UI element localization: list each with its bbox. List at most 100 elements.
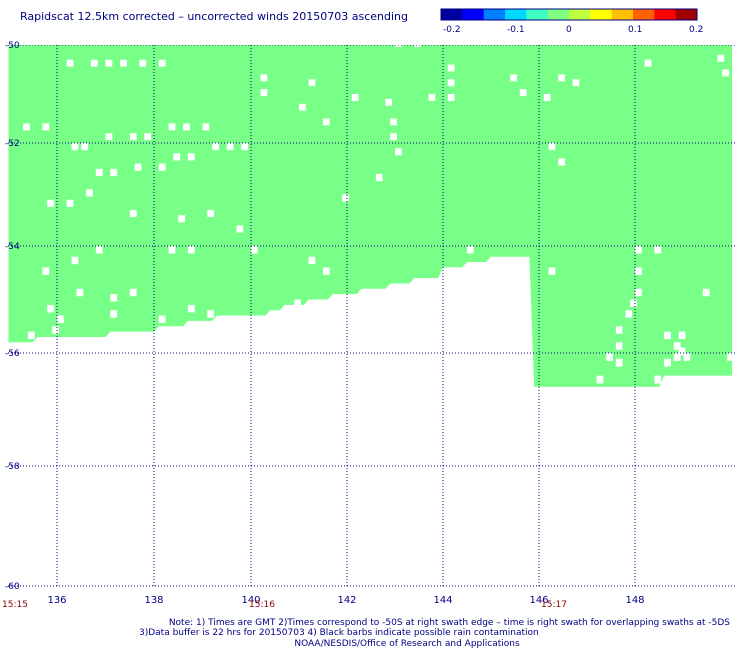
missing-cell	[47, 199, 55, 207]
colorbar-tick-label: -0.2	[443, 25, 461, 35]
missing-cell	[47, 304, 55, 313]
missing-cell	[630, 299, 637, 307]
missing-cell	[558, 74, 565, 82]
wind-difference-swath	[8, 45, 732, 387]
missing-cell	[702, 288, 710, 297]
missing-cell	[129, 133, 137, 141]
missing-cell	[395, 148, 402, 156]
note-line-1: Note: 1) Times are GMT 2)Times correspon…	[169, 618, 730, 628]
missing-cell	[428, 94, 436, 101]
missing-cell	[299, 103, 306, 111]
missing-cell	[178, 215, 186, 223]
time-label: 15:16	[249, 600, 275, 610]
missing-cell	[110, 310, 118, 318]
lat-tick-label: -54	[5, 242, 20, 252]
missing-cell	[294, 299, 301, 307]
gridlines	[8, 45, 735, 588]
lat-tick-label: -50	[5, 41, 20, 51]
missing-cell	[664, 331, 671, 340]
missing-cell	[654, 375, 662, 384]
lon-tick-label: 138	[144, 595, 163, 606]
missing-cell	[90, 59, 98, 67]
missing-cell	[260, 89, 268, 96]
missing-cell	[644, 59, 652, 67]
colorbar-tick-label: -0.1	[507, 25, 525, 35]
colorbar-segment	[675, 9, 698, 20]
missing-cell	[596, 375, 604, 384]
missing-cell	[678, 331, 686, 340]
missing-cell	[187, 153, 195, 161]
missing-cell	[23, 123, 30, 131]
missing-cell	[308, 79, 316, 87]
missing-cell	[543, 94, 551, 101]
missing-cell	[95, 168, 103, 176]
lat-tick-label: -58	[5, 462, 20, 472]
colorbar-segment	[611, 9, 634, 20]
missing-cell	[673, 342, 681, 350]
time-label: 15:17	[541, 600, 567, 610]
colorbar-segment	[441, 9, 463, 20]
lat-tick-label: -60	[5, 582, 20, 592]
colorbar-tick-label: 0.2	[689, 25, 703, 35]
longitude-tick-labels: 136 138 140 142 144 146 148	[47, 595, 644, 606]
missing-cell	[375, 173, 383, 182]
missing-cell	[241, 143, 249, 151]
missing-cell	[447, 64, 455, 72]
missing-cell	[635, 246, 642, 254]
lat-tick-label: -56	[5, 349, 20, 359]
missing-cell	[447, 79, 455, 87]
missing-cell	[207, 209, 215, 218]
missing-cell	[158, 59, 166, 67]
missing-cell	[66, 199, 74, 207]
missing-cell	[183, 123, 190, 131]
missing-cell	[615, 326, 623, 334]
missing-cell	[342, 194, 349, 202]
missing-cell	[95, 246, 103, 254]
missing-cell	[390, 133, 397, 141]
missing-cell	[548, 267, 556, 275]
missing-cell	[212, 143, 219, 151]
missing-cell	[635, 267, 642, 275]
missing-cell	[510, 74, 517, 82]
missing-cell	[385, 98, 393, 106]
note-line-3: NOAA/NESDIS/Office of Research and Appli…	[294, 639, 520, 649]
missing-cell	[207, 310, 215, 318]
plot-area	[8, 45, 735, 588]
missing-cell	[572, 79, 580, 87]
lat-tick-label: -52	[5, 139, 20, 149]
missing-cell	[221, 315, 229, 323]
missing-cell	[158, 315, 166, 323]
missing-cell	[323, 267, 330, 275]
lon-tick-label: 146	[529, 595, 548, 606]
missing-cell	[52, 326, 59, 334]
missing-cell	[71, 143, 79, 151]
time-label: 15:15	[2, 600, 28, 610]
missing-cell	[57, 315, 64, 323]
missing-cell	[129, 209, 137, 218]
missing-cell	[323, 118, 330, 126]
missing-cell	[678, 347, 686, 356]
missing-cell	[683, 353, 691, 361]
footer-note: Note: 1) Times are GMT 2)Times correspon…	[139, 618, 730, 649]
missing-cell	[308, 256, 316, 265]
colorbar	[440, 8, 698, 21]
missing-cell	[226, 143, 234, 151]
swath-time-labels: 15:15 15:16 15:17	[2, 600, 567, 610]
missing-cell	[625, 310, 633, 318]
missing-cell	[615, 358, 623, 367]
missing-cell	[727, 353, 732, 361]
missing-cell	[414, 45, 421, 47]
latitude-tick-labels: -50 -52 -54 -56 -58 -60	[5, 41, 20, 592]
missing-cell	[390, 118, 397, 126]
missing-cell	[105, 59, 113, 67]
missing-cell	[81, 143, 89, 151]
missing-cell	[635, 288, 642, 297]
colorbar-tick-labels: -0.2 -0.1 0 0.1 0.2	[443, 25, 703, 35]
missing-cell	[467, 246, 474, 254]
colorbar-segment	[654, 9, 677, 20]
missing-cell	[110, 294, 118, 302]
missing-cell	[236, 225, 244, 233]
lon-tick-label: 142	[337, 595, 356, 606]
missing-cell	[673, 353, 681, 361]
